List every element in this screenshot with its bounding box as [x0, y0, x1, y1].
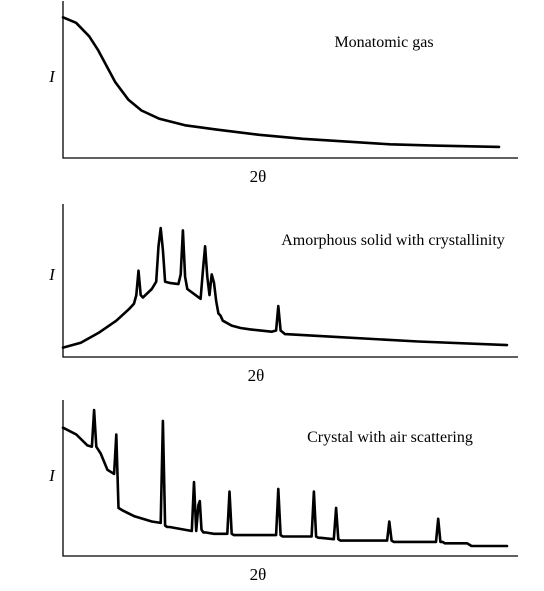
chart-crystal-air-scattering: I 2θ Crystal with air scattering	[48, 400, 518, 584]
x-axis-label-1: 2θ	[250, 167, 267, 186]
y-axis-label-3: I	[48, 466, 56, 485]
y-axis-label-1: I	[48, 67, 56, 86]
chart-title-2: Amorphous solid with crystallinity	[281, 232, 505, 249]
chart-monatomic-gas: I 2θ Monatomic gas	[48, 1, 518, 186]
axes-1	[62, 1, 518, 159]
y-axis-label-2: I	[48, 265, 56, 284]
x-axis-label-2: 2θ	[248, 366, 265, 385]
chart-title-3: Crystal with air scattering	[307, 429, 473, 446]
series-line-3	[61, 408, 509, 548]
chart-title-1: Monatomic gas	[334, 34, 433, 51]
chart-amorphous-solid: I 2θ Amorphous solid with crystallinity	[48, 204, 518, 385]
series-line-1	[61, 16, 501, 149]
x-axis-label-3: 2θ	[250, 565, 267, 584]
series-line-2	[61, 226, 509, 349]
axes-3	[62, 400, 518, 557]
axes-2	[62, 204, 518, 358]
